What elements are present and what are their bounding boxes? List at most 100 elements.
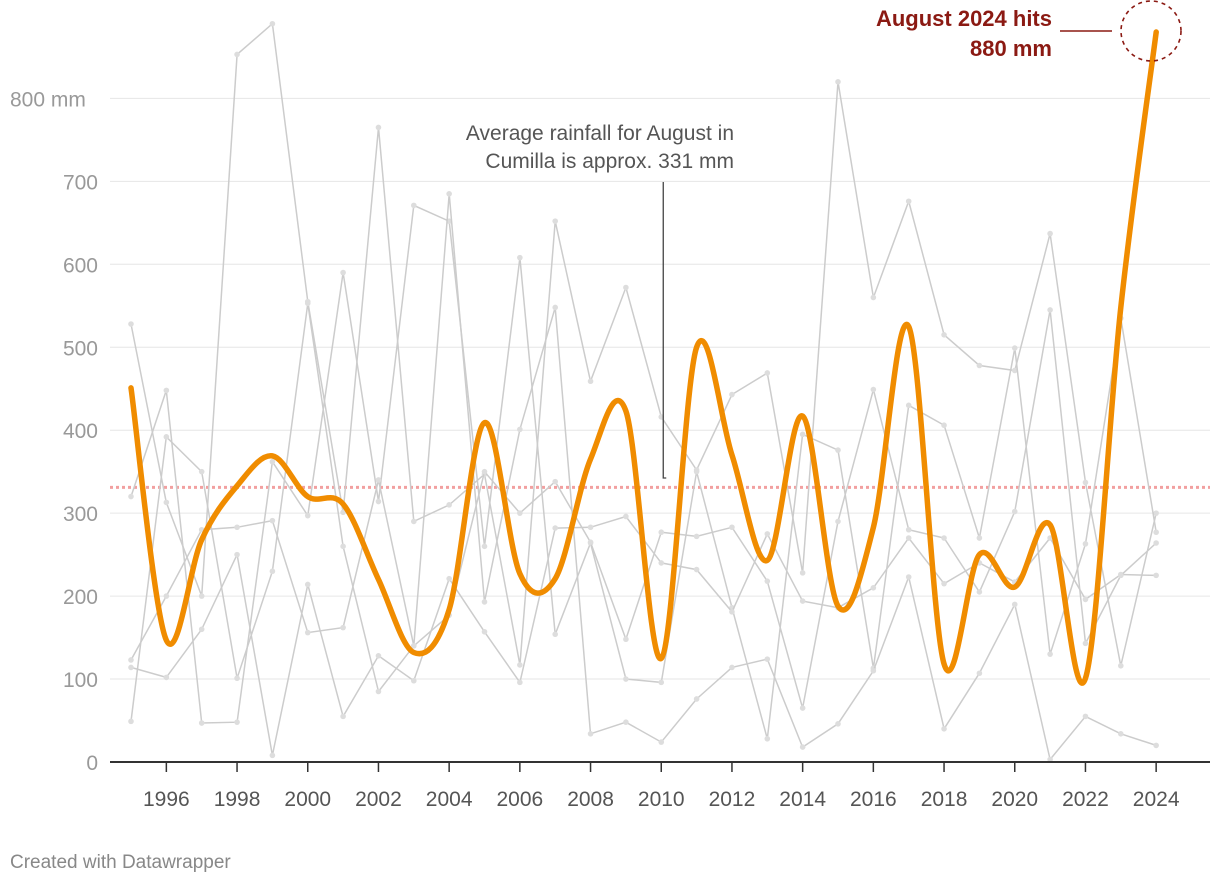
background-point-3-2016 [870,667,877,674]
background-point-3-1996 [163,434,170,440]
background-point-2-2003 [411,202,417,209]
background-point-2-1999 [269,458,276,465]
background-point-1-2019 [976,362,983,369]
background-point-3-2017 [905,574,912,580]
background-point-1-2004 [446,502,452,508]
highlight-series [128,29,1159,686]
background-line-5 [130,309,1157,709]
background-point-5-2006 [517,510,523,516]
background-point-4-2014 [799,598,806,604]
gridlines [110,97,1210,680]
background-point-2-2020 [1011,345,1018,351]
x-axis: 1996 1998 2000 2002 2004 2006 2008 2010 2012 2014… [110,761,1210,811]
background-point-3-2012 [729,664,735,671]
background-line-2 [130,204,1157,739]
x-tick-label-2014: 2014 [779,788,826,811]
background-point-3-2008 [587,730,594,737]
background-point-3-2023 [1118,730,1124,737]
average-annotation-leader [662,182,667,479]
background-point-1-2018 [941,332,947,338]
background-point-5-2009 [623,636,629,643]
background-point-3-2001 [340,543,346,550]
background-point-5-2003 [411,643,417,649]
background-point-1-2006 [517,662,523,668]
background-point-5-2011 [693,533,700,540]
background-point-5-2013 [764,578,771,584]
background-point-4-2012 [729,609,735,615]
background-point-2-2022 [1082,541,1089,547]
background-point-4-2004 [446,575,452,582]
background-point-2-2019 [976,535,983,541]
highlight-annotation-line-1: August 2024 hits [876,6,1052,31]
background-point-2-1996 [163,387,170,394]
background-point-2-2007 [552,631,558,638]
background-point-5-2017 [905,526,912,533]
background-point-3-2022 [1082,713,1089,720]
background-point-2-2002 [375,498,382,505]
background-point-4-1995 [128,664,134,671]
background-point-3-2006 [517,426,523,433]
background-point-4-1998 [234,551,240,558]
x-tick-label-2024: 2024 [1133,788,1180,811]
background-point-5-2014 [799,705,806,711]
y-tick-label-500: 500 [63,337,98,360]
background-point-4-2024 [1153,572,1159,579]
background-point-2-2009 [623,676,629,682]
x-tick-label-2006: 2006 [496,788,543,811]
y-tick-label-200: 200 [63,586,98,609]
background-point-3-2014 [799,744,806,750]
background-point-5-2015 [835,518,841,525]
background-point-5-2001 [340,624,346,631]
background-point-3-2004 [446,190,452,197]
background-point-2-2001 [340,269,346,276]
background-point-3-1999 [269,568,276,575]
background-point-2-2010 [658,679,665,686]
background-point-1-2008 [587,378,594,385]
background-point-3-2013 [764,656,771,662]
y-tick-label-300: 300 [63,503,98,526]
background-point-2-2014 [799,431,806,438]
background-point-1-2001 [340,509,346,516]
background-point-5-2000 [304,629,311,636]
background-point-5-2002 [375,477,382,483]
background-point-1-2024 [1153,510,1159,516]
background-point-4-2011 [693,566,700,573]
background-point-4-2000 [304,581,311,588]
x-tick-label-1998: 1998 [214,788,261,811]
background-point-3-2005 [481,599,488,605]
background-point-1-2009 [623,284,629,291]
background-point-2-2013 [764,735,771,742]
background-point-2-2006 [517,254,523,261]
background-point-1-2014 [799,570,806,576]
background-point-1-2016 [870,294,877,301]
background-point-2-1998 [234,719,240,725]
y-tick-label-400: 400 [63,420,98,443]
y-tick-label-100: 100 [63,669,98,692]
background-point-4-2017 [905,535,912,541]
background-point-4-2007 [552,525,558,531]
background-point-5-1999 [269,517,276,524]
background-point-4-2009 [623,513,629,520]
background-point-4-2008 [587,524,594,531]
x-tick-label-2002: 2002 [355,788,402,811]
background-point-2-1997 [198,720,205,726]
x-tick-label-2008: 2008 [567,788,614,811]
background-point-5-2024 [1153,540,1159,546]
background-point-3-2010 [658,739,665,745]
background-point-3-2015 [835,721,841,727]
background-point-4-2001 [340,713,346,720]
background-point-3-1995 [128,718,134,725]
background-point-2-2018 [941,422,947,429]
background-point-4-2006 [517,679,523,686]
background-point-5-2010 [658,529,665,536]
background-point-1-2022 [1082,479,1089,486]
average-annotation-line-2: Cumilla is approx. 331 mm [485,150,734,173]
background-point-4-2013 [764,531,771,537]
y-tick-label-600: 600 [63,254,98,277]
background-point-3-2011 [693,696,700,702]
background-point-3-2018 [941,726,947,732]
background-point-5-2021 [1047,307,1053,313]
x-tick-label-2000: 2000 [284,788,331,811]
background-point-1-1996 [163,499,170,506]
